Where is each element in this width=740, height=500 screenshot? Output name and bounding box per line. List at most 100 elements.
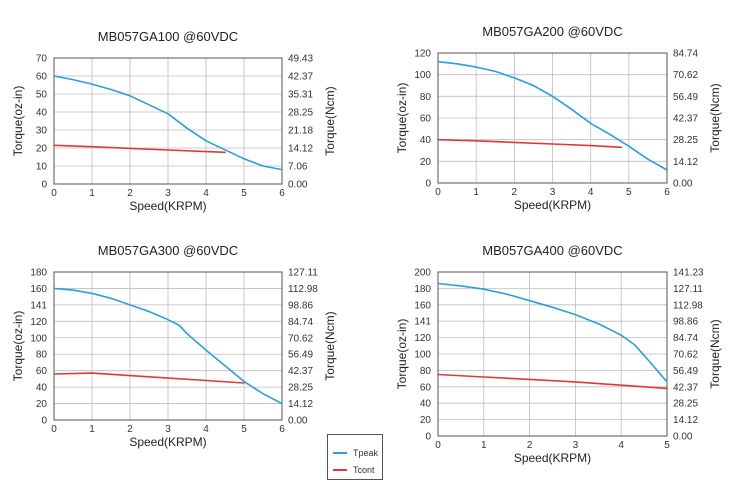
y-tick-label: 50	[36, 90, 48, 101]
y-right-tick-label: 28.25	[288, 383, 313, 394]
y-right-tick-label: 28.25	[673, 135, 698, 146]
y-axis-label: Torque(oz-in)	[11, 86, 25, 157]
series-line-tpeak	[53, 75, 283, 171]
y-tick-label: 30	[36, 126, 48, 137]
y-tick-label: 60	[420, 382, 432, 393]
plot-frame	[437, 271, 668, 437]
x-tick-label: 4	[203, 424, 209, 435]
y-tick-label: 20	[36, 399, 48, 410]
legend-item-tcont: Tcont	[333, 463, 375, 477]
x-tick-label: 0	[435, 440, 441, 451]
y-tick-label: 40	[36, 383, 48, 394]
series-line-tpeak	[437, 60, 668, 171]
x-tick-label: 5	[626, 187, 632, 198]
x-tick-label: 1	[89, 424, 95, 435]
x-tick-label: 0	[51, 424, 57, 435]
chart-title: MB057GA400 @60VDC	[482, 243, 622, 258]
chart-title: MB057GA100 @60VDC	[98, 29, 238, 44]
y-right-tick-label: 0.00	[673, 432, 693, 443]
y-right-tick-label: 42.37	[673, 382, 698, 393]
y-right-tick-label: 42.37	[288, 366, 313, 377]
y-right-tick-label: 84.74	[673, 333, 698, 344]
y-tick-label: 40	[36, 108, 48, 119]
y-tick-label: 120	[30, 317, 47, 328]
y-right-tick-label: 7.06	[288, 162, 308, 173]
series-line-tcont	[437, 373, 668, 390]
y-tick-label: 20	[420, 157, 432, 168]
y-right-tick-label: 42.37	[288, 72, 313, 83]
y-tick-label: 100	[414, 350, 431, 361]
y-right-tick-label: 14.12	[673, 157, 698, 168]
y-tick-label: 160	[414, 300, 431, 311]
chart-title: MB057GA300 @60VDC	[98, 243, 238, 258]
y-right-tick-label: 56.49	[288, 350, 313, 361]
y-right-tick-label: 127.11	[288, 268, 318, 279]
x-tick-label: 5	[664, 440, 670, 451]
x-tick-label: 2	[127, 188, 133, 199]
y-tick-label: 20	[36, 144, 48, 155]
y-right-tick-label: 28.25	[673, 399, 698, 410]
legend-swatch-tpeak	[333, 452, 347, 454]
y-tick-label: 80	[36, 350, 48, 361]
y-right-tick-label: 84.74	[288, 317, 313, 328]
y-right-tick-label: 98.86	[673, 317, 698, 328]
x-tick-label: 2	[127, 424, 133, 435]
x-tick-label: 3	[550, 187, 556, 198]
y-right-tick-label: 70.62	[288, 333, 313, 344]
y-right-axis-label: Torque(Ncm)	[708, 83, 722, 152]
series-line-tcont	[53, 372, 245, 384]
y-right-tick-label: 0.00	[288, 180, 308, 191]
x-tick-label: 4	[588, 187, 594, 198]
y-right-tick-label: 14.12	[288, 399, 313, 410]
y-tick-label: 141	[30, 300, 47, 311]
y-right-tick-label: 28.25	[288, 108, 313, 119]
legend-item-tpeak: Tpeak	[333, 446, 378, 460]
y-right-axis-label: Torque(Ncm)	[708, 319, 722, 388]
legend-label-tcont: Tcont	[353, 465, 375, 475]
y-tick-label: 60	[420, 114, 432, 125]
x-tick-label: 2	[512, 187, 518, 198]
y-right-tick-label: 141.23	[673, 268, 704, 279]
y-tick-label: 200	[414, 268, 431, 279]
chart-4: MB057GA400 @60VDC 0 1 2 3 4 5 0 20 40 60 80 100 120 14…	[395, 243, 722, 465]
x-tick-label: 6	[664, 187, 670, 198]
legend-swatch-tcont	[333, 469, 347, 471]
x-tick-label: 4	[618, 440, 624, 451]
y-tick-label: 160	[30, 284, 47, 295]
y-right-tick-label: 56.49	[673, 366, 698, 377]
y-tick-label: 0	[425, 432, 431, 443]
x-tick-label: 6	[279, 188, 285, 199]
x-tick-label: 1	[89, 188, 95, 199]
x-tick-label: 5	[241, 424, 247, 435]
plot-frame	[53, 57, 283, 185]
y-tick-label: 80	[420, 366, 432, 377]
x-tick-label: 1	[473, 187, 479, 198]
y-tick-label: 40	[420, 399, 432, 410]
y-right-tick-label: 35.31	[288, 90, 313, 101]
x-axis-label: Speed(KRPM)	[129, 199, 206, 213]
y-right-tick-label: 70.62	[673, 350, 698, 361]
y-right-tick-label: 49.43	[288, 54, 313, 65]
plot-frame	[53, 271, 283, 421]
legend-label-tpeak: Tpeak	[353, 448, 379, 458]
y-tick-label: 0	[425, 179, 431, 190]
y-right-tick-label: 0.00	[288, 416, 308, 427]
y-tick-label: 100	[30, 333, 47, 344]
y-right-axis-label: Torque(Ncm)	[323, 86, 337, 155]
y-right-tick-label: 0.00	[673, 179, 693, 190]
y-axis-label: Torque(oz-in)	[395, 319, 409, 390]
y-tick-label: 20	[420, 415, 432, 426]
y-right-tick-label: 98.86	[288, 300, 313, 311]
x-tick-label: 3	[165, 424, 171, 435]
y-right-tick-label: 42.37	[673, 114, 698, 125]
x-tick-label: 5	[241, 188, 247, 199]
chart-legend: Tpeak Tcont	[327, 434, 383, 480]
y-right-tick-label: 14.12	[288, 144, 313, 155]
y-tick-label: 10	[36, 162, 48, 173]
y-right-axis-label: Torque(Ncm)	[323, 311, 337, 380]
y-tick-label: 180	[414, 284, 431, 295]
x-tick-label: 2	[527, 440, 533, 451]
